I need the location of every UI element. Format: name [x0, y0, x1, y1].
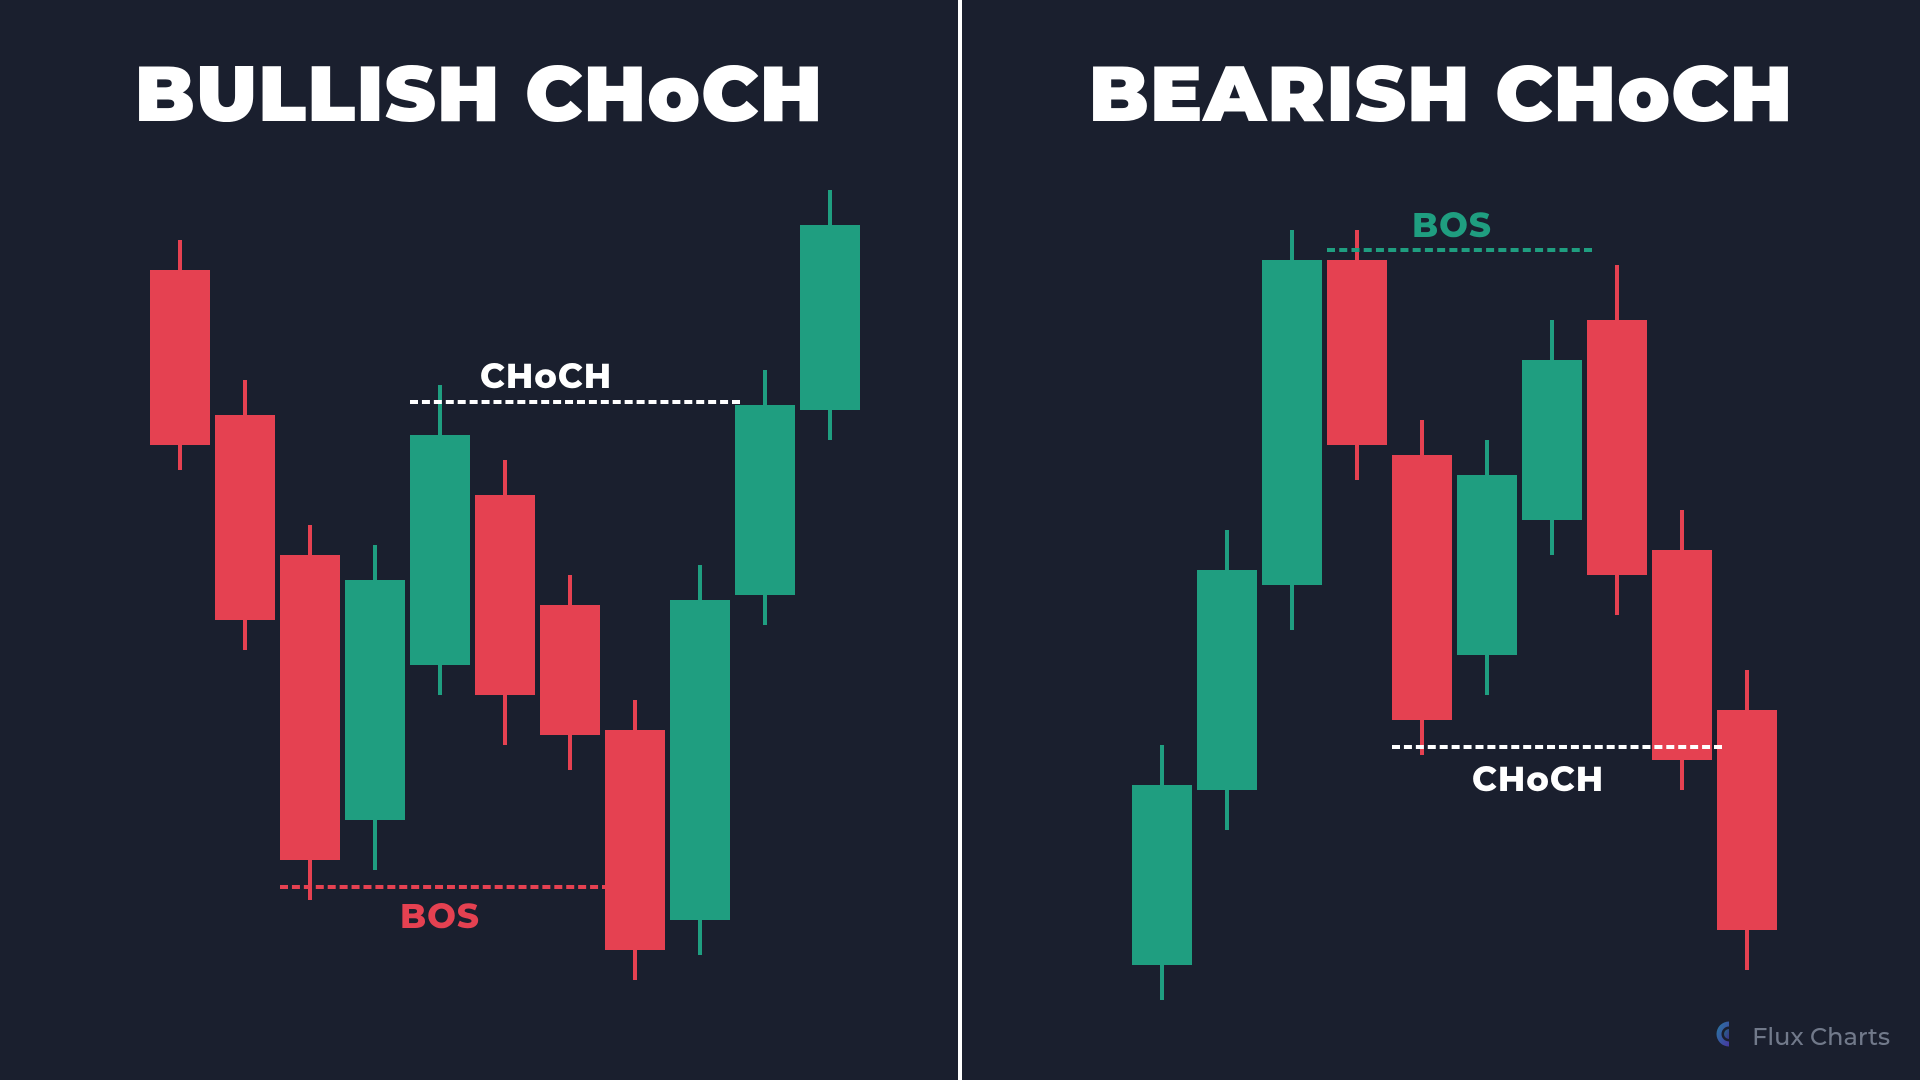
bos-line: [1327, 248, 1592, 252]
bos-line: [280, 885, 610, 889]
candle: [1132, 0, 1192, 1080]
candle-body: [410, 435, 470, 665]
candle: [1457, 0, 1517, 1080]
candle: [605, 0, 665, 1080]
candle: [1522, 0, 1582, 1080]
candle-body: [1327, 260, 1387, 445]
candle: [735, 0, 795, 1080]
candle: [345, 0, 405, 1080]
candle-body: [605, 730, 665, 950]
bullish-panel: BULLISH CHoCH CHoCHBOS: [0, 0, 958, 1080]
choch-line: [1392, 745, 1722, 749]
candle: [475, 0, 535, 1080]
watermark-text: Flux Charts: [1752, 1023, 1890, 1052]
candle-body: [1262, 260, 1322, 585]
candle-body: [345, 580, 405, 820]
candle-body: [1197, 570, 1257, 790]
choch-line: [410, 400, 740, 404]
candle-body: [1392, 455, 1452, 720]
candle-body: [800, 225, 860, 410]
candle: [800, 0, 860, 1080]
candle: [1717, 0, 1777, 1080]
candle: [150, 0, 210, 1080]
candle-body: [670, 600, 730, 920]
candle: [1392, 0, 1452, 1080]
candle-body: [1522, 360, 1582, 520]
candle-body: [540, 605, 600, 735]
candle-body: [1717, 710, 1777, 930]
candle: [1262, 0, 1322, 1080]
candle: [280, 0, 340, 1080]
candle: [1652, 0, 1712, 1080]
candle-body: [735, 405, 795, 595]
candle-body: [280, 555, 340, 860]
candle-body: [475, 495, 535, 695]
candle: [1587, 0, 1647, 1080]
candle-body: [1587, 320, 1647, 575]
choch-label: CHoCH: [1472, 758, 1604, 800]
bearish-panel: BEARISH CHoCH CHoCHBOS: [962, 0, 1920, 1080]
watermark: Flux Charts: [1714, 1019, 1890, 1056]
candle: [540, 0, 600, 1080]
candle: [1197, 0, 1257, 1080]
candle: [1327, 0, 1387, 1080]
candle-body: [1652, 550, 1712, 760]
choch-label: CHoCH: [480, 355, 612, 397]
candle-body: [215, 415, 275, 620]
fluxcharts-icon: [1714, 1019, 1744, 1056]
bos-label: BOS: [1412, 204, 1492, 246]
bos-label: BOS: [400, 895, 480, 937]
candle-body: [1132, 785, 1192, 965]
candle-body: [150, 270, 210, 445]
candle-body: [1457, 475, 1517, 655]
candle: [670, 0, 730, 1080]
candle: [215, 0, 275, 1080]
